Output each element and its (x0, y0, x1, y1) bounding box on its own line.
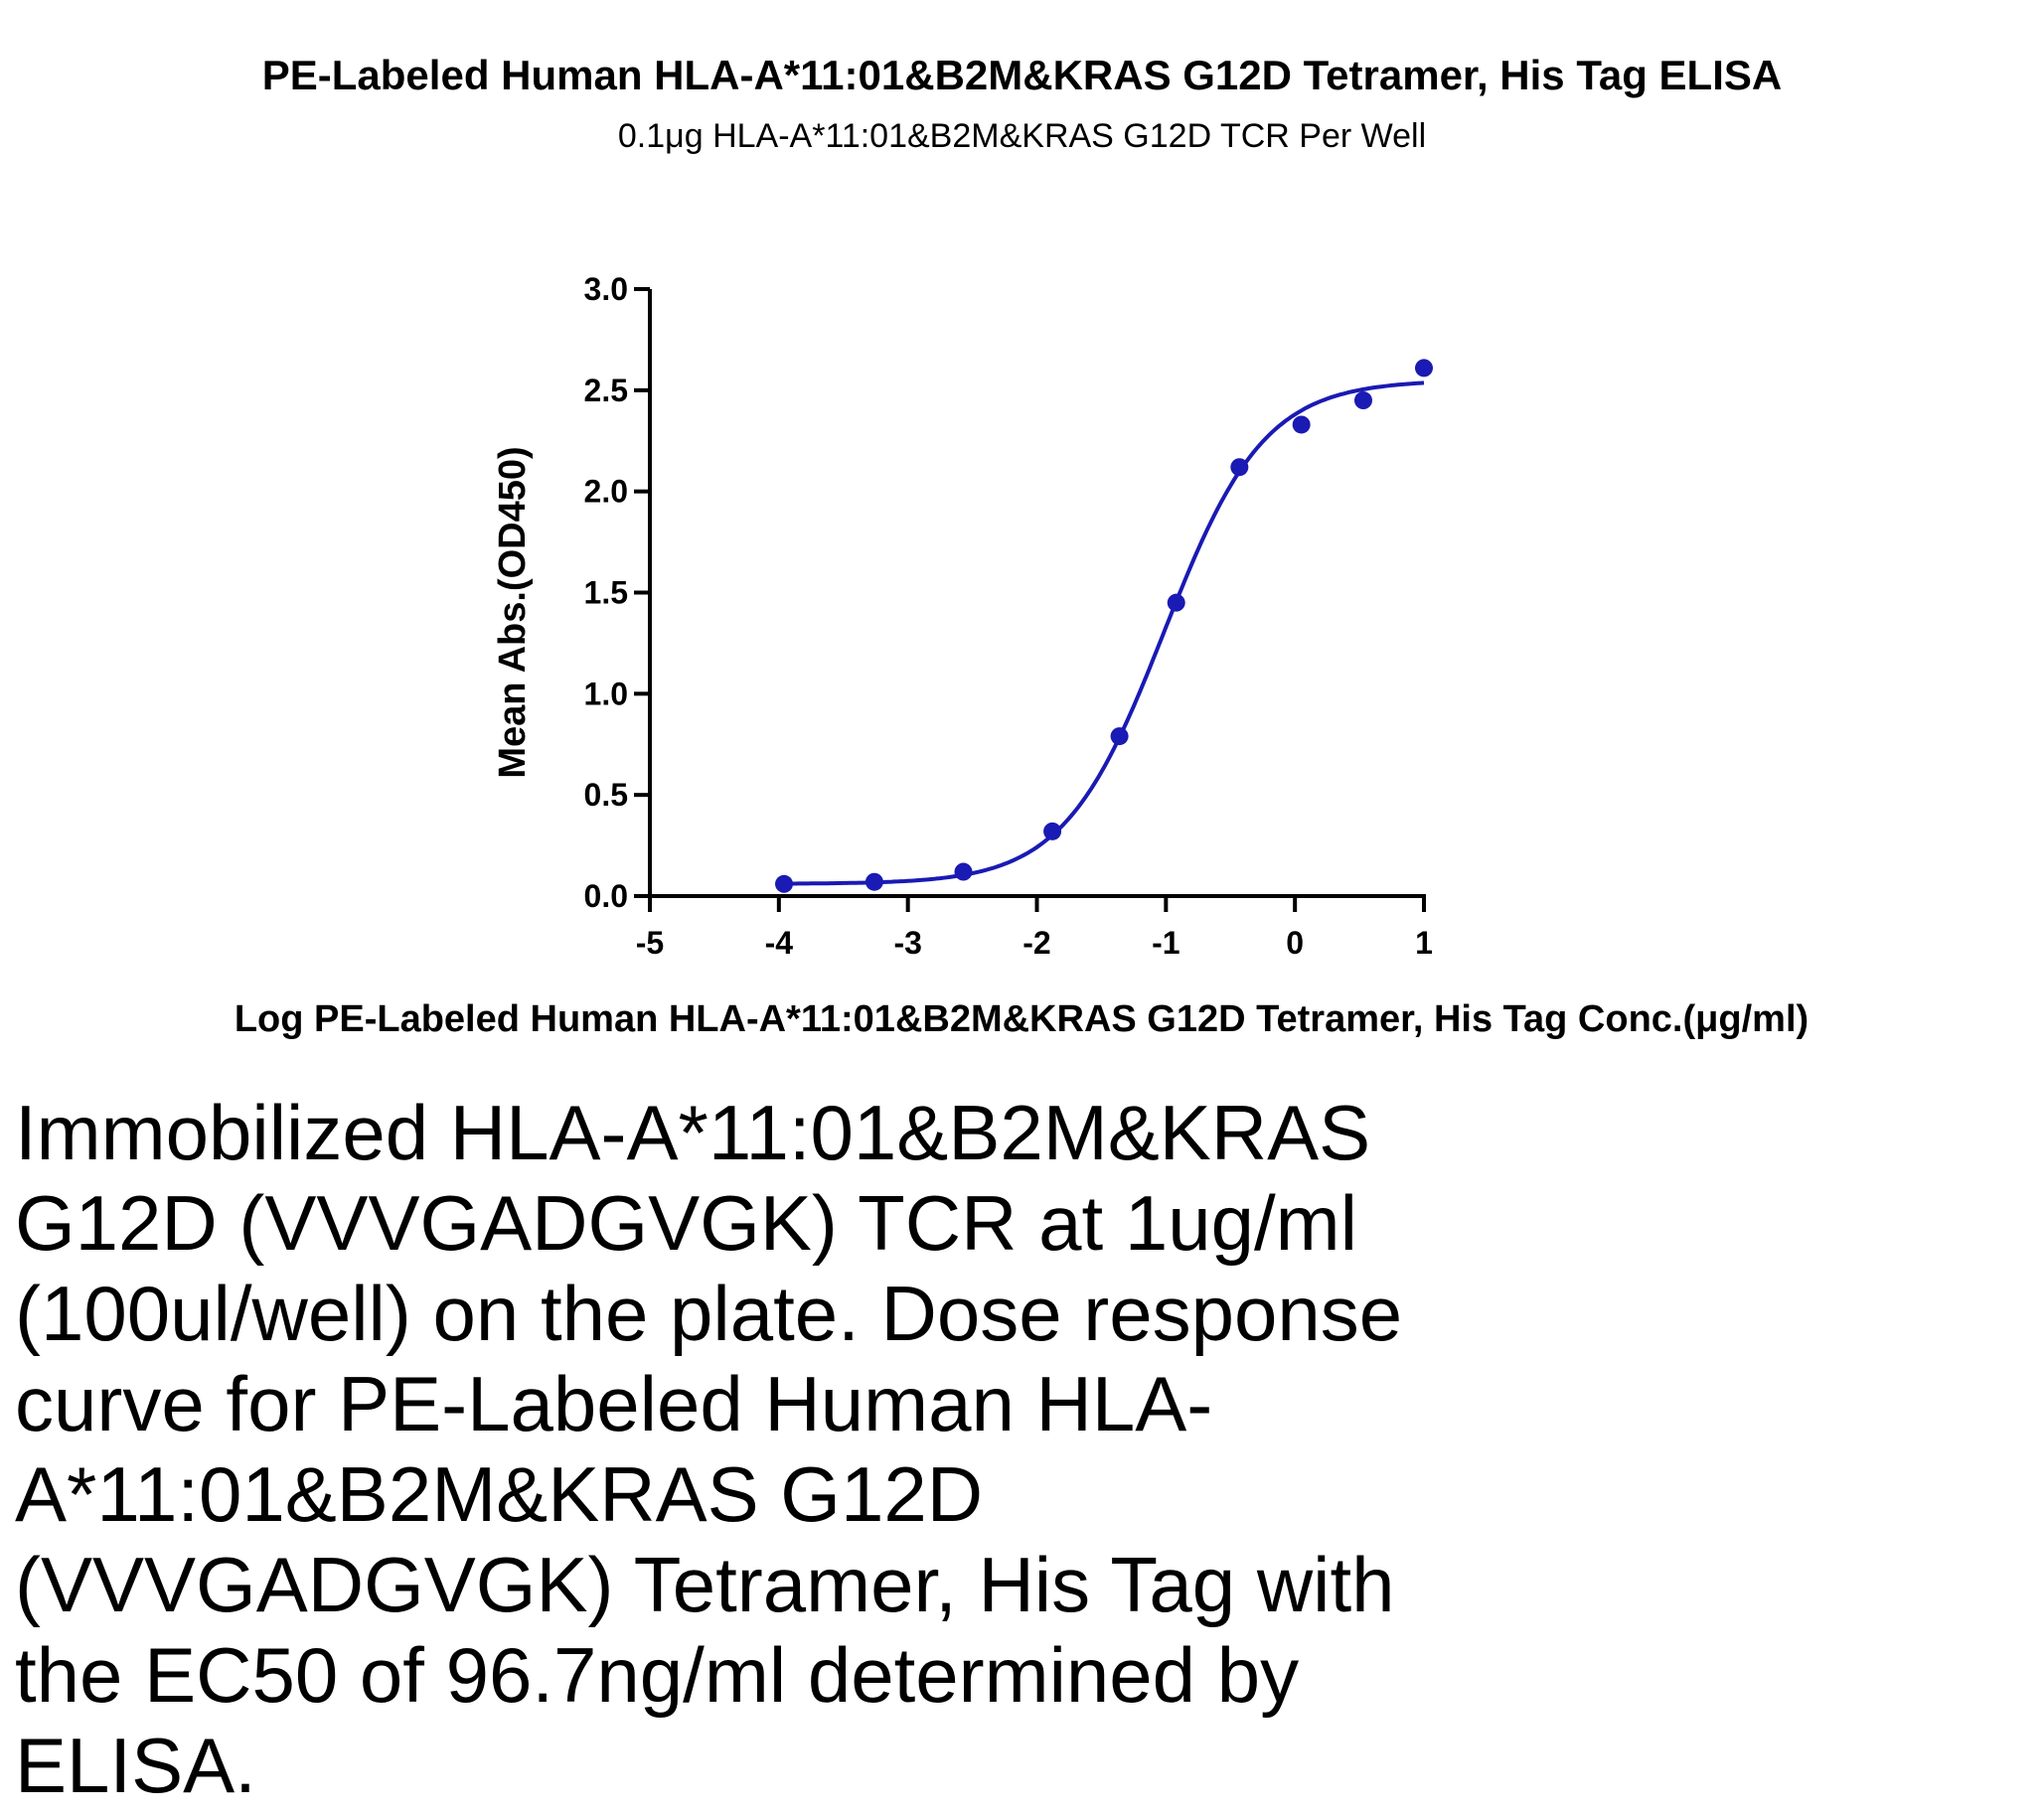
data-points (775, 359, 1433, 893)
x-tick-label: 1 (1415, 925, 1433, 961)
x-tick-label: -2 (1022, 925, 1050, 961)
data-point (954, 862, 973, 881)
data-point (1230, 458, 1249, 477)
y-tick-label: 0.0 (584, 878, 628, 914)
x-tick-label: -3 (893, 925, 921, 961)
x-tick-label: -4 (765, 925, 794, 961)
y-tick-label: 1.5 (584, 575, 628, 611)
data-point (1292, 415, 1311, 434)
data-point (775, 874, 794, 893)
y-axis-label: Mean Abs.(OD450) (492, 446, 534, 778)
fit-curve (778, 380, 1425, 886)
y-tick-label: 0.5 (584, 777, 628, 813)
y-tick-label: 2.0 (584, 474, 628, 510)
y-tick-label: 1.0 (584, 676, 628, 711)
data-point (865, 872, 883, 891)
chart-svg: 0.0 0.5 1.0 1.5 2.0 2.5 3.0 -5 -4 -3 -2 -1 0 1 Log PE… (235, 271, 1808, 1040)
x-axis-label: Log PE-Labeled Human HLA-A*11:01&B2M&KRA… (235, 998, 1808, 1040)
chart-axes (648, 289, 1426, 898)
figure-caption: Immobilized HLA-A*11:01&B2M&KRAS G12D (V… (15, 1089, 1403, 1809)
y-tick-label: 3.0 (584, 271, 628, 307)
tick-marks (634, 287, 1426, 912)
data-point (1415, 359, 1433, 378)
tick-labels: 0.0 0.5 1.0 1.5 2.0 2.5 3.0 -5 -4 -3 -2 -1 0 1 (584, 271, 1433, 961)
x-tick-label: -5 (636, 925, 664, 961)
x-tick-label: 0 (1286, 925, 1304, 961)
chart-title: PE-Labeled Human HLA-A*11:01&B2M&KRAS G1… (261, 52, 1783, 98)
x-tick-label: -1 (1152, 925, 1179, 961)
data-point (1110, 727, 1129, 746)
chart-subtitle: 0.1μg HLA-A*11:01&B2M&KRAS G12D TCR Per … (617, 117, 1427, 155)
data-point (1043, 822, 1062, 840)
data-point (1353, 391, 1372, 410)
y-tick-label: 2.5 (584, 373, 628, 408)
data-point (1167, 593, 1185, 612)
